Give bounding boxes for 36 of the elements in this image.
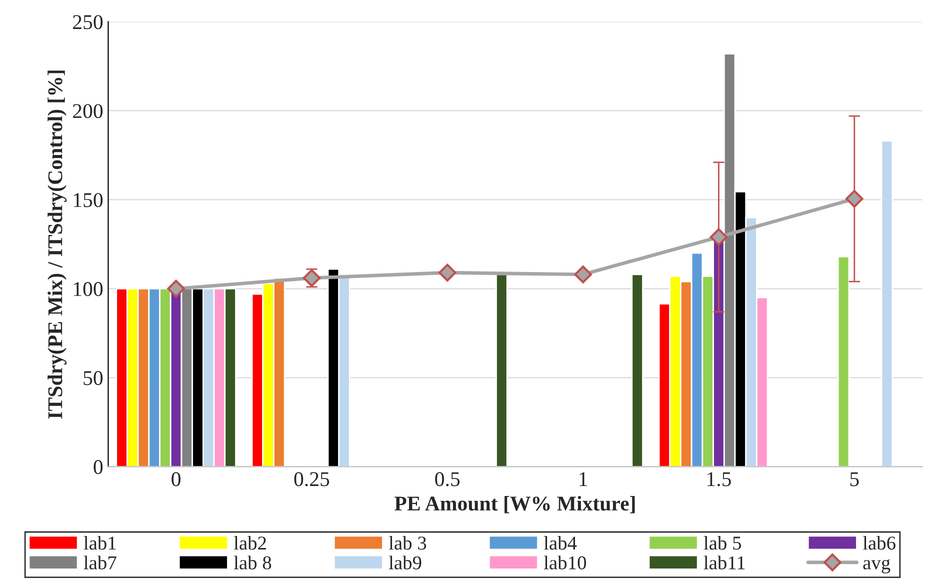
x-tick-label: 1 — [580, 472, 588, 486]
y-tick-label: 200 — [73, 104, 103, 118]
point — [302, 269, 321, 287]
legend-label: lab1 — [84, 536, 116, 550]
x-tick-label: 0.5 — [435, 472, 460, 486]
bar — [880, 140, 894, 467]
legend-label: lab10 — [544, 556, 586, 570]
point — [167, 280, 185, 298]
bar — [837, 256, 850, 467]
legend-label: avg — [863, 559, 890, 574]
legend-label: lab11 — [704, 556, 745, 570]
x-axis-title: PE Amount [W% Mixture] — [394, 496, 635, 514]
legend-label: lab7 — [84, 556, 116, 570]
x-tick-label: 1.5 — [708, 472, 731, 486]
y-tick-label: 50 — [84, 371, 103, 386]
legend-label: lab4 — [544, 536, 577, 550]
x-tick-label: 0 — [172, 472, 180, 486]
point — [845, 190, 864, 208]
bar — [496, 274, 508, 467]
y-tick-label: 150 — [74, 193, 103, 208]
y-axis-title: ITSdry(PE Mix) / ITSdry(Control) [%] — [48, 70, 67, 419]
y-tick-label: 100 — [74, 282, 103, 296]
x-tick-label: 5 — [850, 472, 859, 486]
legend-label: lab6 — [862, 536, 896, 550]
point — [710, 228, 728, 246]
bar — [631, 274, 644, 467]
y-tick-label: 250 — [73, 15, 103, 30]
x-tick-label: 0.25 — [294, 472, 330, 486]
y-tick-label: 0 — [94, 460, 103, 474]
legend-label: lab 8 — [234, 556, 272, 570]
legend-label: lab2 — [234, 536, 266, 550]
point — [574, 266, 592, 284]
legend-label: lab 3 — [388, 536, 426, 550]
point — [438, 264, 456, 282]
legend-label: lab9 — [388, 556, 422, 570]
legend-label: lab 5 — [704, 536, 742, 550]
